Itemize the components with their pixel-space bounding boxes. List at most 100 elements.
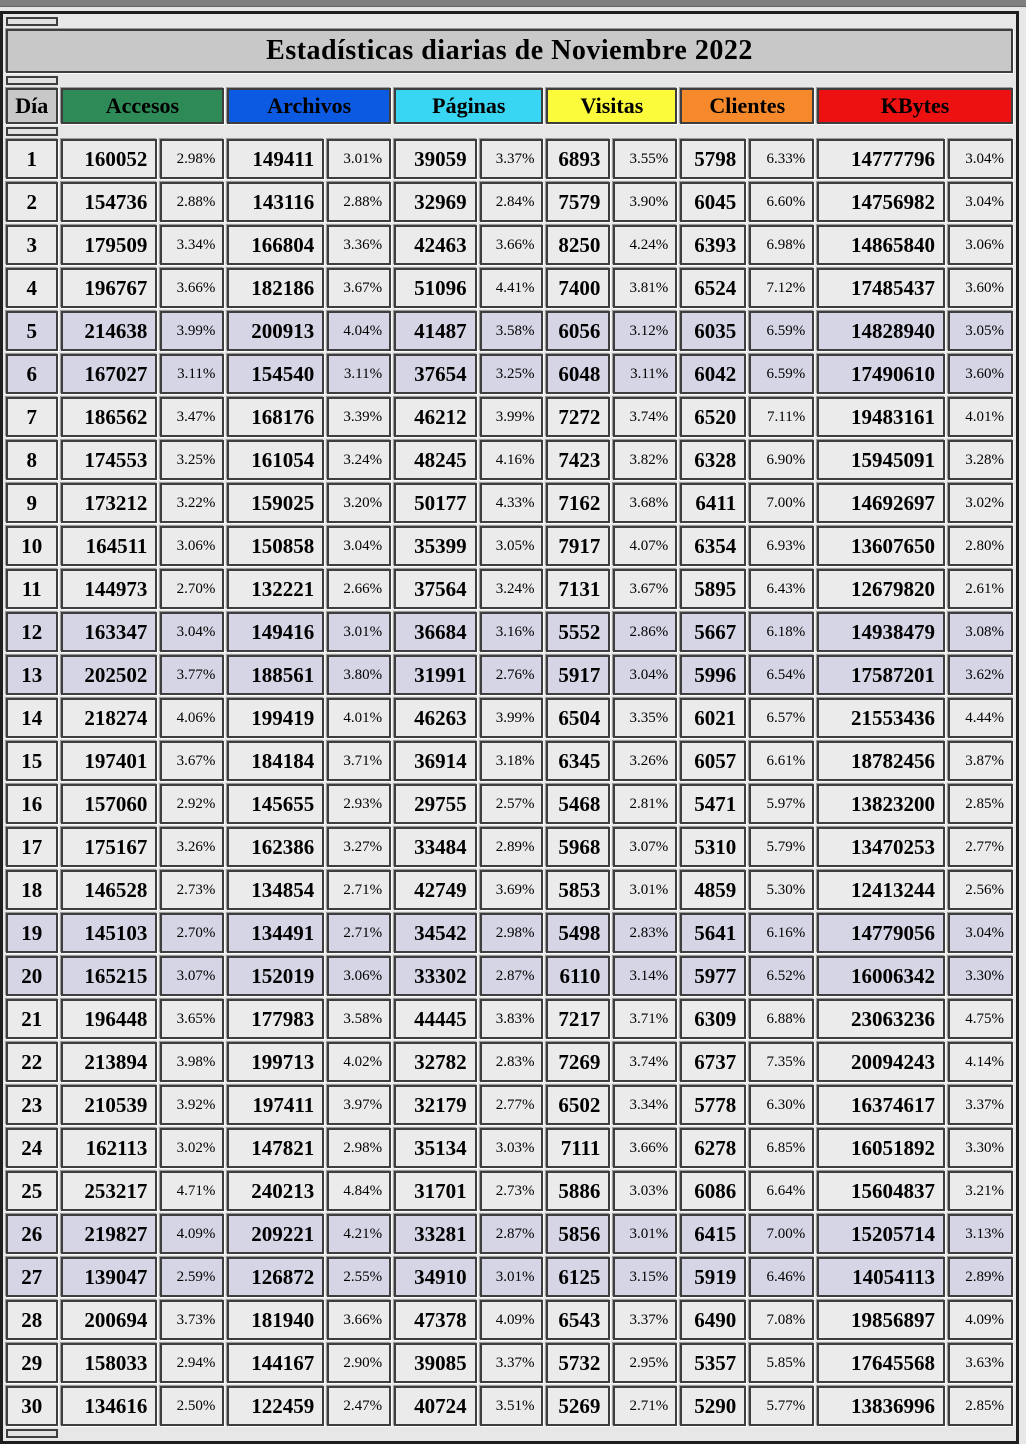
clientes-value-cell: 6045 [680,182,747,222]
visitas-percent-cell: 3.26% [613,741,678,781]
visitas-value-cell: 6056 [546,311,611,351]
kbytes-percent-cell: 2.56% [948,870,1013,910]
clientes-percent-cell: 6.30% [749,1085,815,1125]
kbytes-value-cell: 13470253 [817,827,946,867]
archivos-percent-cell: 2.71% [327,870,392,910]
visitas-value-cell: 5732 [546,1343,611,1383]
visitas-percent-cell: 3.37% [613,1300,678,1340]
archivos-percent-cell: 3.71% [327,741,392,781]
paginas-percent-cell: 3.05% [479,526,544,566]
stat-row-day-29: 29 158033 2.94% 144167 2.90% 39085 3.37% 5732 2.… [6,1343,1013,1383]
accesos-percent-cell: 3.07% [160,956,225,996]
stat-row-day-12: 12 163347 3.04% 149416 3.01% 36684 3.16% 5552 2.… [6,612,1013,652]
clientes-value-cell: 5895 [680,569,747,609]
kbytes-value-cell: 17645568 [817,1343,946,1383]
daily-stats-table: Estadísticas diarias de Noviembre 2022 D… [0,11,1019,1444]
paginas-percent-cell: 3.66% [479,225,544,265]
kbytes-value-cell: 19483161 [817,397,946,437]
accesos-percent-cell: 2.59% [160,1257,225,1297]
paginas-value-cell: 48245 [394,440,477,480]
kbytes-value-cell: 14692697 [817,483,946,523]
archivos-value-cell: 166804 [227,225,325,265]
kbytes-percent-cell: 3.04% [948,182,1013,222]
clientes-percent-cell: 6.59% [749,354,815,394]
kbytes-value-cell: 14938479 [817,612,946,652]
kbytes-percent-cell: 2.61% [948,569,1013,609]
paginas-value-cell: 34910 [394,1257,477,1297]
paginas-percent-cell: 3.03% [479,1128,544,1168]
stat-row-day-16: 16 157060 2.92% 145655 2.93% 29755 2.57% 5468 2.… [6,784,1013,824]
archivos-value-cell: 199419 [227,698,325,738]
visitas-value-cell: 7162 [546,483,611,523]
visitas-percent-cell: 3.12% [613,311,678,351]
kbytes-value-cell: 14756982 [817,182,946,222]
kbytes-percent-cell: 3.08% [948,612,1013,652]
clientes-value-cell: 6520 [680,397,747,437]
clientes-percent-cell: 6.98% [749,225,815,265]
archivos-value-cell: 126872 [227,1257,325,1297]
paginas-value-cell: 31991 [394,655,477,695]
paginas-value-cell: 36914 [394,741,477,781]
clientes-value-cell: 6737 [680,1042,747,1082]
clientes-value-cell: 6490 [680,1300,747,1340]
day-cell: 6 [6,354,58,394]
kbytes-percent-cell: 4.14% [948,1042,1013,1082]
clientes-value-cell: 5357 [680,1343,747,1383]
kbytes-percent-cell: 3.13% [948,1214,1013,1254]
kbytes-percent-cell: 3.21% [948,1171,1013,1211]
visitas-percent-cell: 3.81% [613,268,678,308]
visitas-value-cell: 5498 [546,913,611,953]
accesos-percent-cell: 3.34% [160,225,225,265]
visitas-percent-cell: 3.01% [613,1214,678,1254]
stat-row-day-11: 11 144973 2.70% 132221 2.66% 37564 3.24% 7131 3.… [6,569,1013,609]
kbytes-percent-cell: 4.09% [948,1300,1013,1340]
paginas-value-cell: 32969 [394,182,477,222]
visitas-percent-cell: 3.07% [613,827,678,867]
paginas-value-cell: 42463 [394,225,477,265]
paginas-percent-cell: 2.87% [479,1214,544,1254]
table-foot-section [6,1429,1013,1438]
day-cell: 5 [6,311,58,351]
stat-row-day-3: 3 179509 3.34% 166804 3.36% 42463 3.66% 8250 4.2… [6,225,1013,265]
visitas-value-cell: 5886 [546,1171,611,1211]
accesos-value-cell: 139047 [60,1257,158,1297]
kbytes-value-cell: 14777796 [817,139,946,179]
visitas-percent-cell: 3.90% [613,182,678,222]
paginas-value-cell: 33302 [394,956,477,996]
archivos-percent-cell: 4.04% [327,311,392,351]
clientes-percent-cell: 5.85% [749,1343,815,1383]
visitas-percent-cell: 4.24% [613,225,678,265]
accesos-percent-cell: 3.99% [160,311,225,351]
day-cell: 16 [6,784,58,824]
clientes-value-cell: 6524 [680,268,747,308]
visitas-percent-cell: 3.74% [613,1042,678,1082]
paginas-percent-cell: 2.84% [479,182,544,222]
clientes-value-cell: 5667 [680,612,747,652]
visitas-value-cell: 5468 [546,784,611,824]
visitas-value-cell: 5968 [546,827,611,867]
paginas-value-cell: 37564 [394,569,477,609]
archivos-value-cell: 200913 [227,311,325,351]
paginas-percent-cell: 4.33% [479,483,544,523]
visitas-percent-cell: 3.82% [613,440,678,480]
paginas-percent-cell: 2.89% [479,827,544,867]
accesos-value-cell: 197401 [60,741,158,781]
kbytes-percent-cell: 2.85% [948,1386,1013,1426]
accesos-value-cell: 186562 [60,397,158,437]
kbytes-percent-cell: 3.30% [948,1128,1013,1168]
kbytes-value-cell: 13823200 [817,784,946,824]
accesos-value-cell: 174553 [60,440,158,480]
archivos-percent-cell: 3.58% [327,999,392,1039]
visitas-value-cell: 6125 [546,1257,611,1297]
archivos-value-cell: 154540 [227,354,325,394]
visitas-value-cell: 7400 [546,268,611,308]
visitas-value-cell: 5856 [546,1214,611,1254]
accesos-percent-cell: 3.67% [160,741,225,781]
stat-row-day-30: 30 134616 2.50% 122459 2.47% 40724 3.51% 5269 2.… [6,1386,1013,1426]
kbytes-value-cell: 18782456 [817,741,946,781]
clientes-value-cell: 6021 [680,698,747,738]
clientes-value-cell: 5310 [680,827,747,867]
stat-row-day-8: 8 174553 3.25% 161054 3.24% 48245 4.16% 7423 3.8… [6,440,1013,480]
stat-row-day-17: 17 175167 3.26% 162386 3.27% 33484 2.89% 5968 3.… [6,827,1013,867]
paginas-percent-cell: 4.09% [479,1300,544,1340]
